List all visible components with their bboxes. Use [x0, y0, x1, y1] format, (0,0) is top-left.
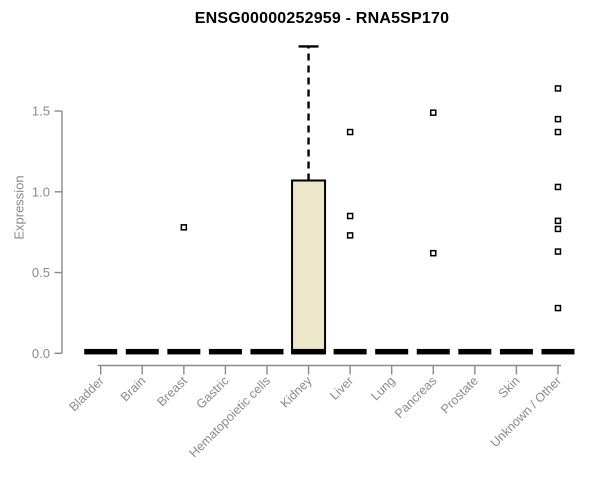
chart-title: ENSG00000252959 - RNA5SP170 — [194, 10, 450, 27]
outlier-point — [554, 225, 562, 233]
outlier-point — [554, 85, 562, 92]
x-tick-label: Prostate — [438, 374, 481, 417]
x-tick-label: Unknown / Other — [488, 374, 564, 450]
median-line — [499, 348, 533, 355]
outlier-point — [346, 232, 354, 239]
median-line — [375, 348, 409, 355]
y-tick-label: 0.5 — [32, 265, 50, 280]
outlier-point — [346, 128, 354, 136]
median-line — [167, 348, 201, 355]
median-line — [250, 348, 284, 355]
outlier-point — [180, 224, 188, 231]
x-tick-label: Lung — [368, 374, 398, 404]
median-line — [84, 348, 118, 355]
median-line — [125, 348, 159, 355]
y-tick-label: 1.5 — [32, 104, 50, 119]
outlier-point — [554, 115, 562, 123]
box-kidney — [291, 179, 327, 355]
x-tick-label: Liver — [327, 374, 356, 403]
outlier-point — [554, 183, 562, 191]
x-tick-label: Breast — [155, 373, 191, 409]
y-tick-label: 0.0 — [32, 346, 50, 361]
x-tick-label: Brain — [118, 374, 149, 405]
x-tick-label: Hematopoietic cells — [187, 374, 274, 461]
median-line — [333, 348, 367, 355]
outlier-point — [554, 217, 562, 225]
median-line — [416, 348, 450, 355]
outlier-point — [430, 109, 437, 116]
x-tick-label: Bladder — [66, 374, 106, 414]
outlier-point — [554, 304, 562, 312]
outlier-point — [554, 248, 562, 255]
x-tick-label: Pancreas — [392, 374, 439, 421]
median-line — [208, 348, 242, 355]
outlier-point — [346, 212, 354, 220]
y-tick-label: 1.0 — [32, 184, 50, 199]
outlier-point — [430, 249, 437, 257]
x-tick-label: Kidney — [278, 373, 315, 410]
x-tick-label: Skin — [495, 374, 522, 401]
median-line — [541, 348, 575, 355]
outlier-point — [554, 128, 562, 136]
median-line — [458, 348, 492, 355]
x-tick-label: Gastric — [194, 374, 232, 412]
median-line — [292, 348, 326, 355]
